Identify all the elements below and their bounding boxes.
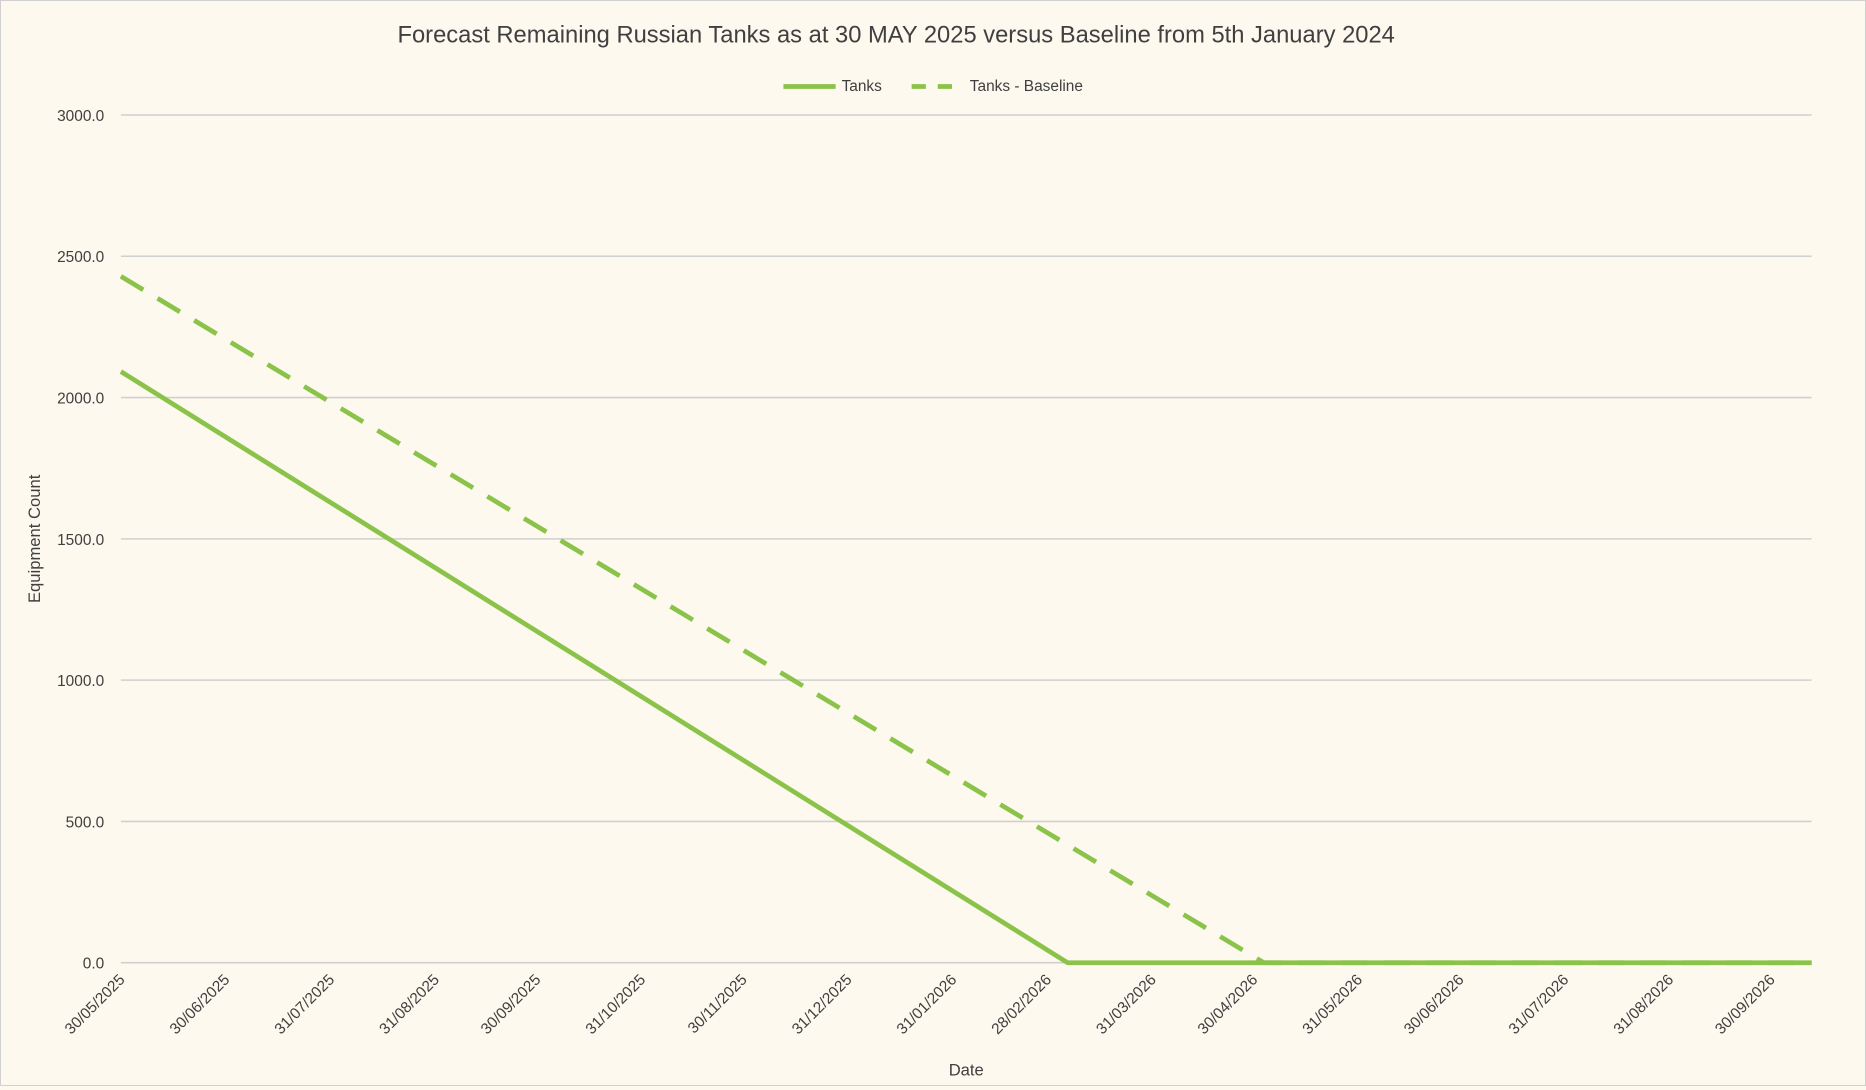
x-tick-label: 31/03/2026 xyxy=(1093,971,1160,1038)
x-tick-label: 30/09/2026 xyxy=(1712,971,1779,1038)
x-tick-label: 31/08/2026 xyxy=(1611,971,1678,1038)
x-tick-label: 30/06/2026 xyxy=(1401,971,1468,1038)
y-axis-label: Equipment Count xyxy=(25,474,44,603)
legend-label-baseline: Tanks - Baseline xyxy=(970,78,1083,95)
x-tick-label: 28/02/2026 xyxy=(988,971,1055,1038)
x-tick-label: 30/06/2025 xyxy=(167,971,234,1038)
x-tick-label: 30/11/2025 xyxy=(685,971,751,1037)
x-tick-label: 31/01/2026 xyxy=(894,971,961,1038)
y-tick-label: 2000.0 xyxy=(57,390,104,407)
x-tick-label: 31/08/2025 xyxy=(376,971,443,1038)
x-axis-label: Date xyxy=(949,1061,984,1080)
x-tick-label: 30/05/2025 xyxy=(62,971,129,1038)
x-tick-label: 31/12/2025 xyxy=(789,971,856,1038)
y-tick-label: 500.0 xyxy=(66,814,105,831)
chart-title: Forecast Remaining Russian Tanks as at 3… xyxy=(397,23,1394,49)
x-tick-label: 30/09/2025 xyxy=(478,971,545,1038)
y-tick-label: 1000.0 xyxy=(57,673,104,690)
legend: Tanks Tanks - Baseline xyxy=(783,78,1083,95)
y-tick-label: 1500.0 xyxy=(57,532,104,549)
x-tick-label: 31/10/2025 xyxy=(583,971,650,1038)
series-line-tanks-baseline xyxy=(119,274,1812,966)
x-tick-label: 31/05/2026 xyxy=(1299,971,1366,1038)
x-tick-label: 31/07/2026 xyxy=(1506,971,1573,1038)
series-line-tanks xyxy=(119,369,1812,966)
y-tick-label: 2500.0 xyxy=(57,249,104,266)
y-tick-label: 0.0 xyxy=(83,956,104,973)
legend-label-tanks: Tanks xyxy=(842,78,883,95)
x-tick-label: 30/04/2026 xyxy=(1195,971,1262,1038)
x-tick-label: 31/07/2025 xyxy=(272,971,339,1038)
y-tick-label: 3000.0 xyxy=(57,108,104,125)
